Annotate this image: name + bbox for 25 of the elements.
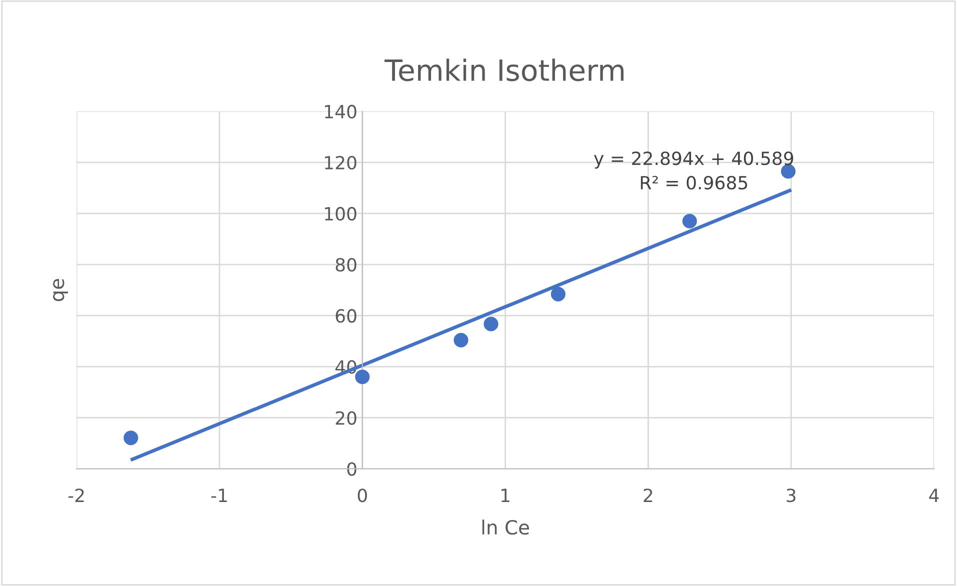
x-tick-label: 2 <box>644 488 652 502</box>
point <box>124 430 138 446</box>
x-tick-label: 4 <box>929 488 939 502</box>
point <box>682 214 697 228</box>
y-tick-label: 140 <box>325 104 356 118</box>
y-tick-label: 80 <box>336 258 356 272</box>
chart-title: Temkin Isotherm <box>384 58 624 82</box>
point <box>484 316 498 332</box>
point <box>550 286 566 302</box>
x-tick-label: 3 <box>786 488 796 502</box>
x-tick-label: 1 <box>502 488 510 502</box>
x-axis-title: ln Ce <box>482 520 529 535</box>
y-tick-label: 120 <box>325 156 356 170</box>
y-tick-label: 0 <box>347 462 356 476</box>
point <box>454 332 468 348</box>
x-tick-label: -1 <box>211 488 227 502</box>
x-tick-label: 0 <box>358 488 367 502</box>
annotation: y = 22.894x + 40.589 R² = 0.9685 <box>594 152 794 190</box>
point <box>780 164 796 179</box>
y-axis-title: qe <box>53 278 68 302</box>
y-tick-label: 100 <box>325 206 356 221</box>
x-tick-label: -2 <box>68 488 84 502</box>
y-tick-label: 60 <box>336 309 356 323</box>
point <box>355 370 370 384</box>
y-tick-label: 20 <box>336 411 356 425</box>
